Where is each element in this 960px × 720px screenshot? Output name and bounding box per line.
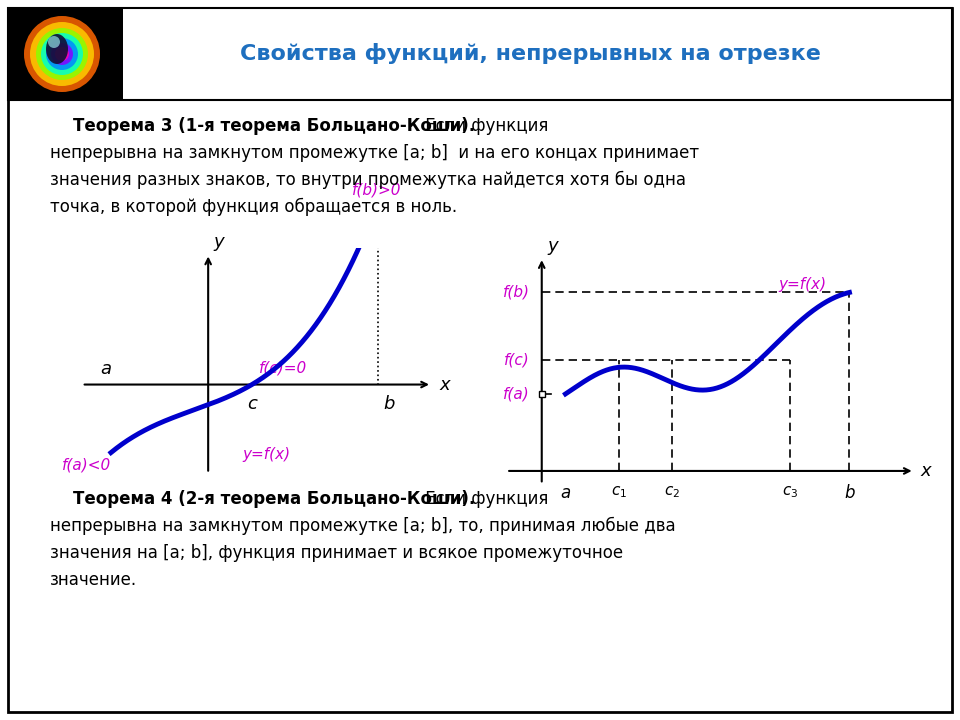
Text: y: y bbox=[213, 233, 224, 251]
Circle shape bbox=[36, 28, 88, 80]
Text: c: c bbox=[247, 395, 257, 413]
Text: $c_2$: $c_2$ bbox=[664, 485, 680, 500]
Text: y=f(x): y=f(x) bbox=[243, 447, 291, 462]
Text: a: a bbox=[561, 485, 570, 503]
Bar bbox=[8, 8, 123, 100]
Text: Теорема 4 (2-я теорема Больцано-Коши).: Теорема 4 (2-я теорема Больцано-Коши). bbox=[50, 490, 475, 508]
Text: f(a): f(a) bbox=[503, 387, 530, 402]
Text: $c_3$: $c_3$ bbox=[782, 485, 799, 500]
Text: f(a)<0: f(a)<0 bbox=[62, 458, 111, 473]
Text: y=f(x): y=f(x) bbox=[779, 276, 827, 292]
Text: x: x bbox=[921, 462, 931, 480]
Circle shape bbox=[30, 22, 94, 86]
Text: значения разных знаков, то внутри промежутка найдется хотя бы одна: значения разных знаков, то внутри промеж… bbox=[50, 171, 686, 189]
Ellipse shape bbox=[46, 34, 68, 64]
Text: значение.: значение. bbox=[50, 571, 137, 589]
Text: b: b bbox=[383, 395, 395, 413]
Circle shape bbox=[41, 33, 83, 75]
Text: f(c): f(c) bbox=[504, 352, 530, 367]
Text: Если функция: Если функция bbox=[420, 490, 548, 508]
Text: $c_1$: $c_1$ bbox=[611, 485, 627, 500]
Text: y: y bbox=[547, 237, 559, 255]
Circle shape bbox=[24, 16, 100, 92]
Text: значения на [a; b], функция принимает и всякое промежуточное: значения на [a; b], функция принимает и … bbox=[50, 544, 623, 562]
Text: непрерывна на замкнутом промежутке [a; b]  и на его концах принимает: непрерывна на замкнутом промежутке [a; b… bbox=[50, 144, 699, 162]
Text: f(b): f(b) bbox=[503, 285, 530, 300]
Text: непрерывна на замкнутом промежутке [a; b], то, принимая любые два: непрерывна на замкнутом промежутке [a; b… bbox=[50, 517, 676, 535]
Text: x: x bbox=[439, 376, 450, 394]
Text: Если функция: Если функция bbox=[420, 117, 548, 135]
Text: Теорема 3 (1-я теорема Больцано-Коши).: Теорема 3 (1-я теорема Больцано-Коши). bbox=[50, 117, 475, 135]
Circle shape bbox=[48, 36, 60, 48]
Bar bbox=[8, 8, 952, 100]
Text: точка, в которой функция обращается в ноль.: точка, в которой функция обращается в но… bbox=[50, 198, 457, 216]
Text: Свойства функций, непрерывных на отрезке: Свойства функций, непрерывных на отрезке bbox=[240, 43, 821, 65]
Text: f(c)=0: f(c)=0 bbox=[259, 360, 307, 375]
Circle shape bbox=[55, 47, 69, 61]
Circle shape bbox=[46, 38, 78, 70]
Circle shape bbox=[51, 43, 73, 65]
Text: a: a bbox=[101, 360, 111, 378]
Text: f(b)>0: f(b)>0 bbox=[351, 182, 401, 197]
Text: b: b bbox=[844, 485, 854, 503]
